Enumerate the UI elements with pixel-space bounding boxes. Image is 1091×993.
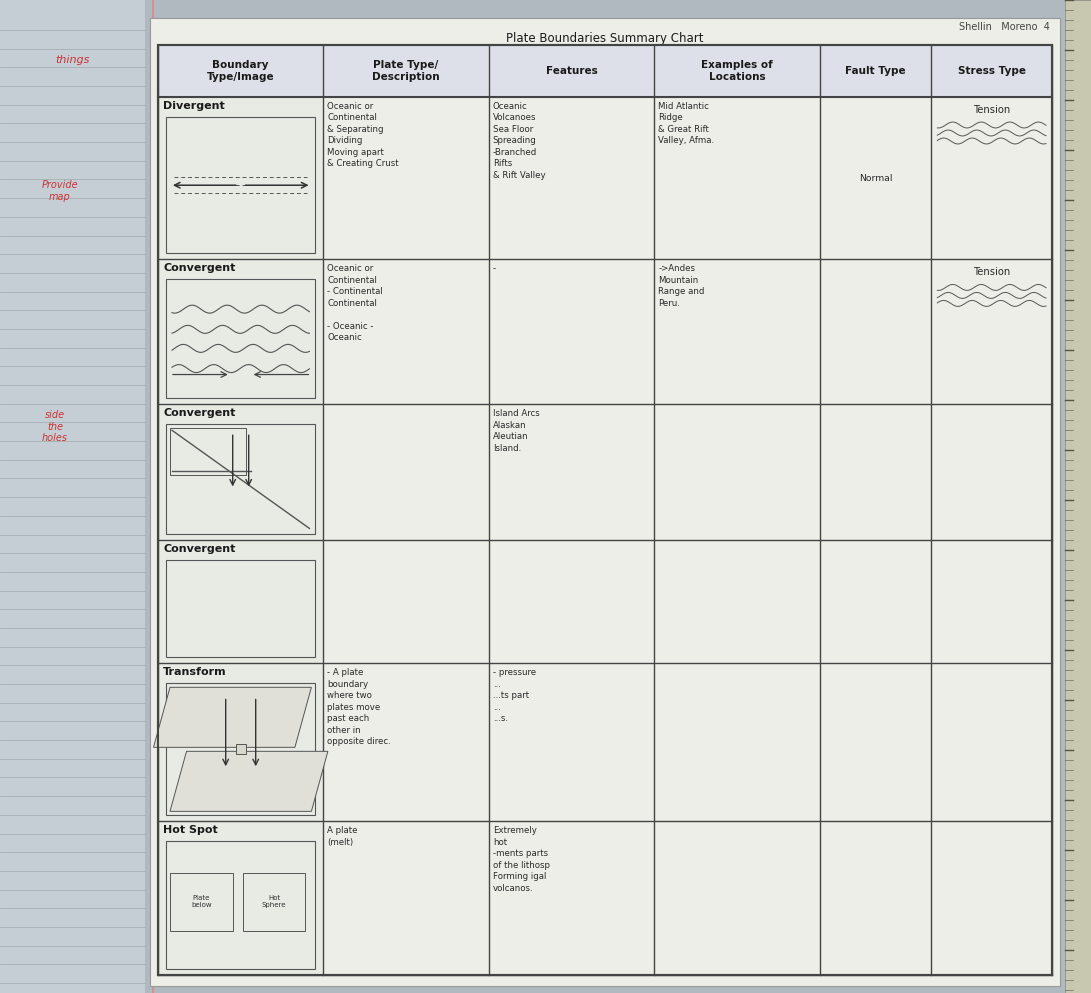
Text: A plate
(melt): A plate (melt) — [327, 826, 358, 847]
Bar — [166, 424, 315, 534]
Text: side
the
holes: side the holes — [41, 410, 68, 443]
Text: Oceanic
Volcanoes
Sea Floor
Spreading
-Branched
Rifts
& Rift Valley: Oceanic Volcanoes Sea Floor Spreading -B… — [493, 102, 546, 180]
Text: Hot Spot: Hot Spot — [163, 825, 218, 835]
Text: -: - — [493, 264, 496, 273]
Bar — [166, 279, 315, 398]
Bar — [166, 841, 315, 969]
Bar — [158, 259, 323, 404]
Text: Convergent: Convergent — [163, 408, 236, 418]
Bar — [158, 45, 1052, 975]
Text: Examples of
Locations: Examples of Locations — [702, 61, 772, 81]
Bar — [166, 683, 315, 815]
Bar — [158, 45, 1052, 97]
Text: Tension: Tension — [973, 267, 1010, 277]
Bar — [158, 45, 1052, 975]
Text: Island Arcs
Alaskan
Aleutian
Island.: Island Arcs Alaskan Aleutian Island. — [493, 409, 540, 453]
Bar — [0, 0, 145, 993]
Bar — [158, 540, 323, 663]
Bar — [158, 404, 1052, 540]
Text: Plate
below: Plate below — [191, 896, 212, 909]
Bar — [166, 560, 315, 657]
Text: Features: Features — [546, 66, 598, 76]
Bar — [170, 873, 232, 930]
Bar — [158, 821, 1052, 975]
Text: Mid Atlantic
Ridge
& Great Rift
Valley, Afma.: Mid Atlantic Ridge & Great Rift Valley, … — [658, 102, 715, 145]
Text: Plate Type/
Description: Plate Type/ Description — [372, 61, 440, 81]
Polygon shape — [154, 687, 311, 748]
Bar — [242, 873, 305, 930]
Text: Tension: Tension — [973, 105, 1010, 115]
Polygon shape — [170, 752, 328, 811]
Bar — [1065, 0, 1091, 993]
Text: Normal: Normal — [859, 174, 892, 183]
Text: Provide
map: Provide map — [41, 180, 79, 202]
Text: Shellin   Moreno  4: Shellin Moreno 4 — [959, 22, 1050, 32]
Text: Transform: Transform — [163, 667, 227, 677]
Text: Hot
Sphere: Hot Sphere — [262, 896, 286, 909]
Text: ->Andes
Mountain
Range and
Peru.: ->Andes Mountain Range and Peru. — [658, 264, 705, 308]
Text: things: things — [55, 55, 89, 65]
Text: Boundary
Type/Image: Boundary Type/Image — [207, 61, 275, 81]
Text: Fault Type: Fault Type — [846, 66, 906, 76]
Text: Stress Type: Stress Type — [958, 66, 1026, 76]
Text: Convergent: Convergent — [163, 263, 236, 273]
Bar — [158, 663, 1052, 821]
Bar — [158, 404, 323, 540]
Bar — [149, 18, 1060, 986]
Text: - A plate
boundary
where two
plates move
past each
other in
opposite direc.: - A plate boundary where two plates move… — [327, 668, 392, 746]
Text: Extremely
hot
-ments parts
of the lithosp
Forming igal
volcanos.: Extremely hot -ments parts of the lithos… — [493, 826, 550, 893]
Bar — [158, 97, 323, 259]
Text: Divergent: Divergent — [163, 101, 225, 111]
Bar — [158, 97, 1052, 259]
Text: Oceanic or
Continental
- Continental
Continental

- Oceanic -
Oceanic: Oceanic or Continental - Continental Con… — [327, 264, 383, 343]
Bar — [236, 745, 245, 755]
Bar — [158, 663, 323, 821]
Bar — [158, 821, 323, 975]
Text: Convergent: Convergent — [163, 544, 236, 554]
Bar — [158, 259, 1052, 404]
Text: Plate Boundaries Summary Chart: Plate Boundaries Summary Chart — [506, 32, 704, 45]
Bar — [166, 117, 315, 253]
Text: - pressure
...
...ts part
...
...s.: - pressure ... ...ts part ... ...s. — [493, 668, 536, 723]
Bar — [158, 540, 1052, 663]
Text: Oceanic or
Continental
& Separating
Dividing
Moving apart
& Creating Crust: Oceanic or Continental & Separating Divi… — [327, 102, 399, 168]
